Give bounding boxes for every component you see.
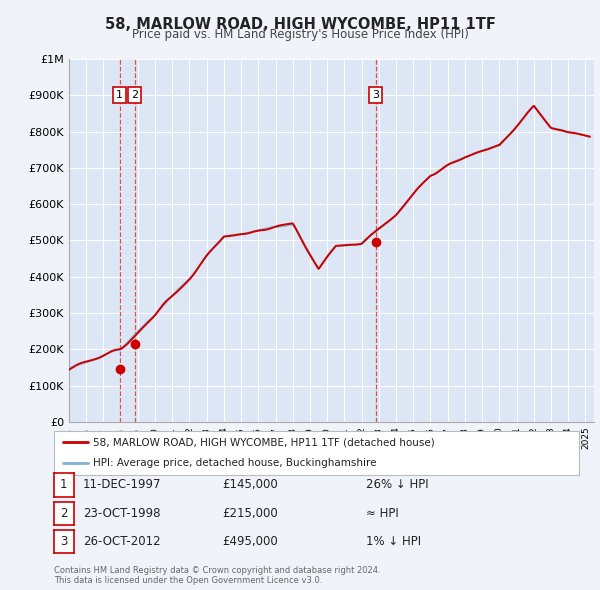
Text: 58, MARLOW ROAD, HIGH WYCOMBE, HP11 1TF (detached house): 58, MARLOW ROAD, HIGH WYCOMBE, HP11 1TF … [94,437,435,447]
Text: £145,000: £145,000 [222,478,278,491]
Text: 26% ↓ HPI: 26% ↓ HPI [366,478,428,491]
Text: 2: 2 [60,507,68,520]
Text: HPI: Average price, detached house, Buckinghamshire: HPI: Average price, detached house, Buck… [94,458,377,468]
Text: 2: 2 [131,90,138,100]
Text: 26-OCT-2012: 26-OCT-2012 [83,535,160,548]
Text: £495,000: £495,000 [222,535,278,548]
Text: Price paid vs. HM Land Registry's House Price Index (HPI): Price paid vs. HM Land Registry's House … [131,28,469,41]
Text: 3: 3 [60,535,68,548]
Text: 58, MARLOW ROAD, HIGH WYCOMBE, HP11 1TF: 58, MARLOW ROAD, HIGH WYCOMBE, HP11 1TF [104,17,496,31]
Text: 3: 3 [372,90,379,100]
Bar [119,59,134,422]
Text: Contains HM Land Registry data © Crown copyright and database right 2024.
This d: Contains HM Land Registry data © Crown c… [54,566,380,585]
Text: ≈ HPI: ≈ HPI [366,507,399,520]
Text: 11-DEC-1997: 11-DEC-1997 [83,478,161,491]
Text: £215,000: £215,000 [222,507,278,520]
Text: 1% ↓ HPI: 1% ↓ HPI [366,535,421,548]
Text: 1: 1 [116,90,123,100]
Text: 1: 1 [60,478,68,491]
Text: 23-OCT-1998: 23-OCT-1998 [83,507,160,520]
